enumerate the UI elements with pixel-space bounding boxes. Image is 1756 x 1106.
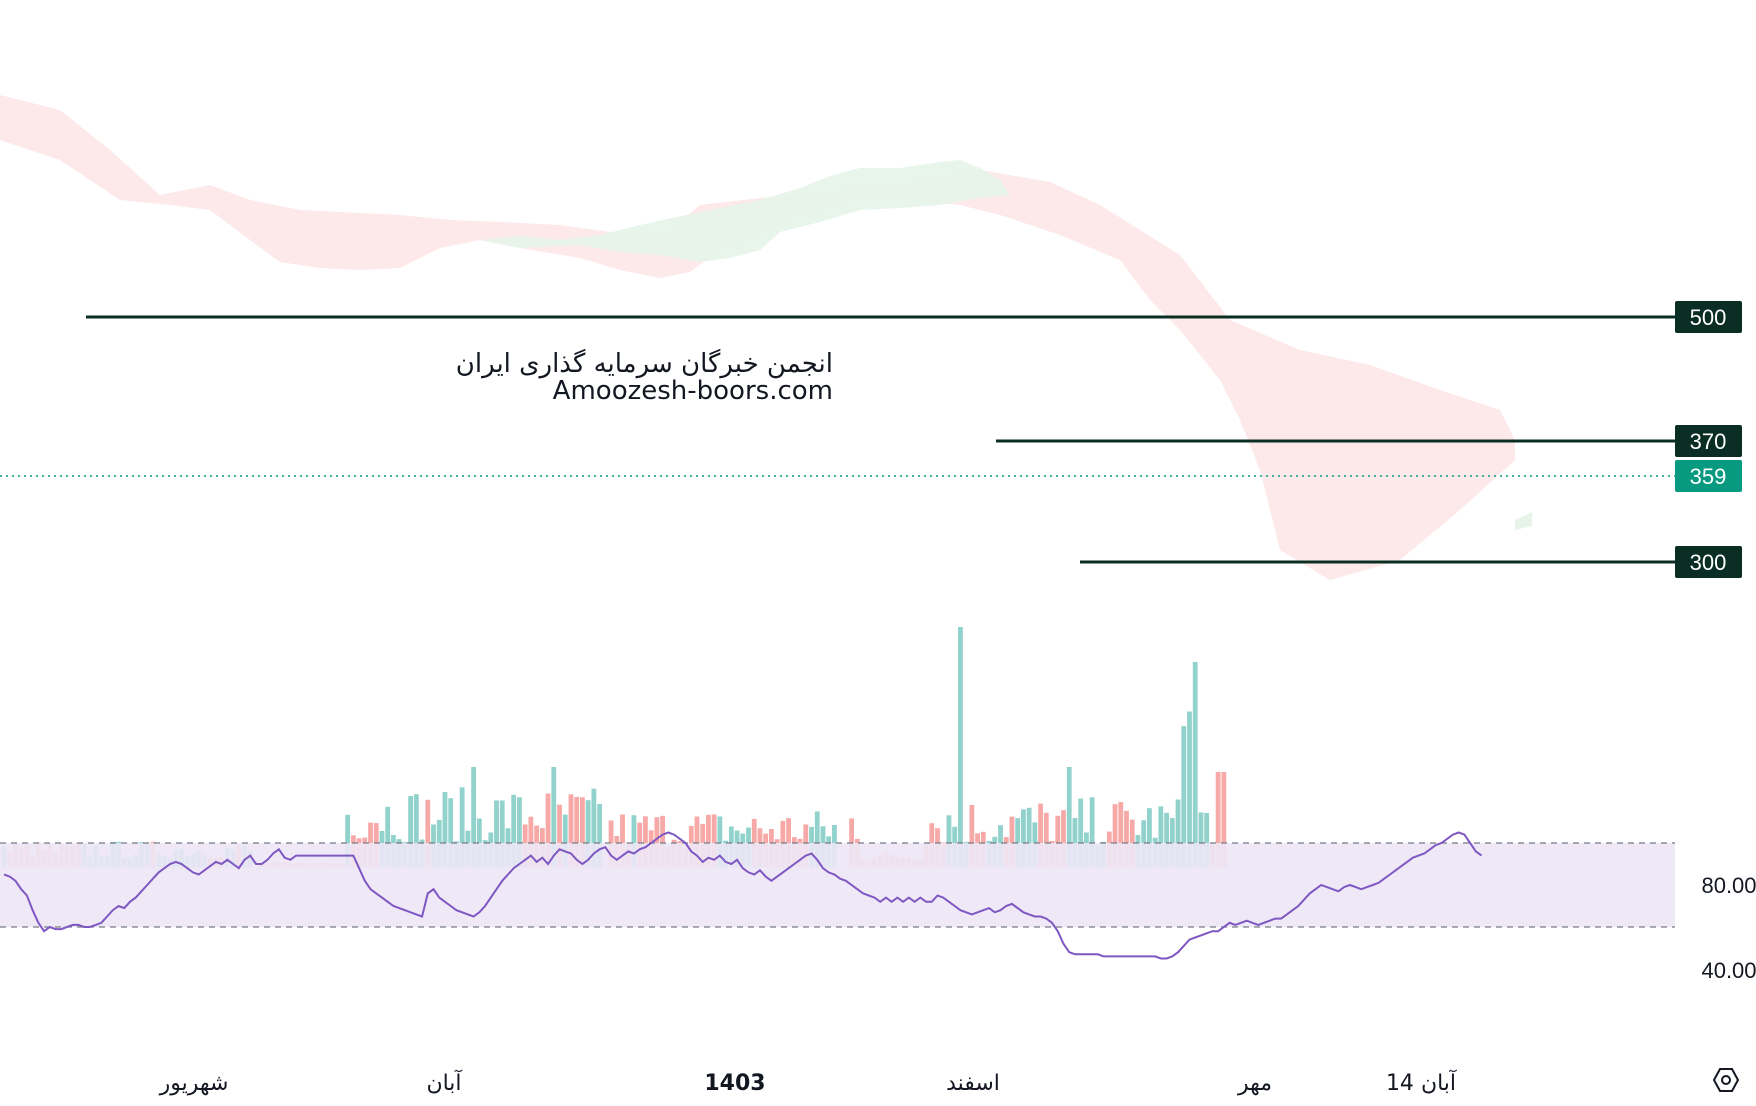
volume-bar	[1118, 802, 1124, 867]
volume-bar	[1055, 815, 1061, 867]
volume-bar	[425, 799, 431, 867]
volume-bar	[1221, 772, 1227, 867]
time-tick-label: 1403	[704, 1071, 765, 1096]
cloud-bullish-area	[480, 160, 1010, 262]
time-tick-label: آبان	[426, 1069, 462, 1096]
volume-bar	[1038, 803, 1043, 867]
volume-bar	[706, 814, 711, 867]
volume-bar	[958, 627, 963, 867]
volume-bar	[597, 803, 603, 867]
volume-bar	[643, 816, 648, 867]
volume-bar	[1192, 662, 1198, 867]
volume-bar	[408, 796, 414, 867]
ichimoku-cloud	[0, 95, 1532, 580]
volume-bar	[413, 794, 419, 867]
level-badge-label: 500	[1690, 305, 1727, 330]
volume-bar	[631, 815, 637, 867]
volume-bar	[946, 815, 952, 867]
volume-bar	[660, 815, 666, 867]
volume-bar	[528, 816, 534, 867]
volume-bar	[1078, 798, 1084, 867]
volume-bar	[1169, 817, 1175, 867]
time-tick-label: شهریور	[159, 1071, 229, 1096]
rsi-band	[0, 843, 1675, 927]
volume-bar	[1072, 818, 1078, 867]
volume-bar	[1198, 812, 1204, 867]
volume-bar	[1158, 806, 1164, 867]
volume-bar	[499, 800, 505, 867]
watermark-line2: Amoozesh-boors.com	[553, 376, 833, 406]
watermark-line1: انجمن خبرگان سرمایه گذاری ایران	[456, 348, 833, 379]
volume-bar	[345, 814, 351, 867]
level-badge-label: 370	[1690, 429, 1727, 454]
volume-bar	[511, 794, 517, 867]
volume-bar	[1089, 797, 1095, 867]
time-tick-label: 14 آبان	[1386, 1069, 1457, 1096]
volume-bar	[448, 798, 454, 867]
rsi-pane: 80.00 40.00	[0, 831, 1756, 983]
volume-bar	[574, 796, 580, 867]
level-badge	[1675, 425, 1742, 457]
volume-bar	[1026, 807, 1032, 867]
last-price-label: 359	[1690, 464, 1727, 489]
volume-bar	[711, 814, 717, 867]
time-tick-label: اسفند	[946, 1071, 1000, 1096]
rsi-tick-label: 40.00	[1701, 958, 1756, 983]
volume-bar	[494, 800, 499, 867]
volume-bar	[557, 804, 562, 867]
volume-bar	[580, 797, 585, 867]
volume-bar	[1181, 726, 1187, 867]
volume-bar	[814, 811, 820, 867]
volume-bar	[1147, 808, 1152, 867]
volume-bar	[1021, 809, 1026, 867]
chart-settings-icon[interactable]	[1712, 1068, 1740, 1092]
support-resistance-lines: 500 370 300 359	[0, 301, 1742, 578]
volume-bar	[1066, 767, 1072, 867]
volume-bar	[620, 814, 625, 867]
volume-bar	[654, 817, 660, 867]
volume-bar	[1112, 804, 1118, 867]
volume-bar	[551, 767, 557, 867]
volume-bar	[1124, 810, 1129, 867]
cloud-bullish-tail	[1515, 512, 1532, 530]
volume-bar	[1009, 816, 1015, 867]
time-tick-label: مهر	[1237, 1071, 1272, 1096]
time-axis[interactable]: شهریور آبان 1403 اسفند مهر 14 آبان	[159, 1069, 1457, 1096]
volume-bar	[969, 804, 975, 867]
volume-bar	[1187, 711, 1192, 867]
volume-bar	[1175, 799, 1181, 867]
rsi-line	[3, 831, 1483, 960]
volume-bar	[517, 797, 522, 867]
volume-bar	[751, 818, 757, 867]
volume-bar	[786, 818, 791, 867]
volume-bar	[1204, 812, 1210, 867]
volume-bar	[471, 767, 477, 867]
volume-bar	[459, 787, 465, 867]
volume-bar	[385, 806, 391, 867]
volume-bar	[1164, 812, 1169, 867]
volume-bar	[545, 793, 551, 867]
volume-bars	[0, 627, 1675, 869]
volume-bar	[442, 792, 448, 867]
volume-bar	[1061, 810, 1066, 867]
level-badge	[1675, 546, 1742, 578]
level-badge-label: 300	[1690, 550, 1727, 575]
cloud-bearish-area	[0, 95, 1515, 580]
volume-bar	[585, 800, 591, 867]
volume-bar	[562, 814, 568, 867]
level-badge	[1675, 301, 1742, 333]
volume-bar	[1215, 772, 1221, 867]
volume-bar	[717, 816, 723, 867]
rsi-tick-label: 80.00	[1701, 873, 1756, 898]
last-price-badge	[1675, 460, 1742, 492]
volume-bar	[1043, 812, 1049, 867]
volume-bar	[568, 794, 574, 867]
volume-bar	[694, 816, 700, 867]
volume-bar	[591, 788, 597, 867]
volume-bar	[476, 818, 482, 867]
